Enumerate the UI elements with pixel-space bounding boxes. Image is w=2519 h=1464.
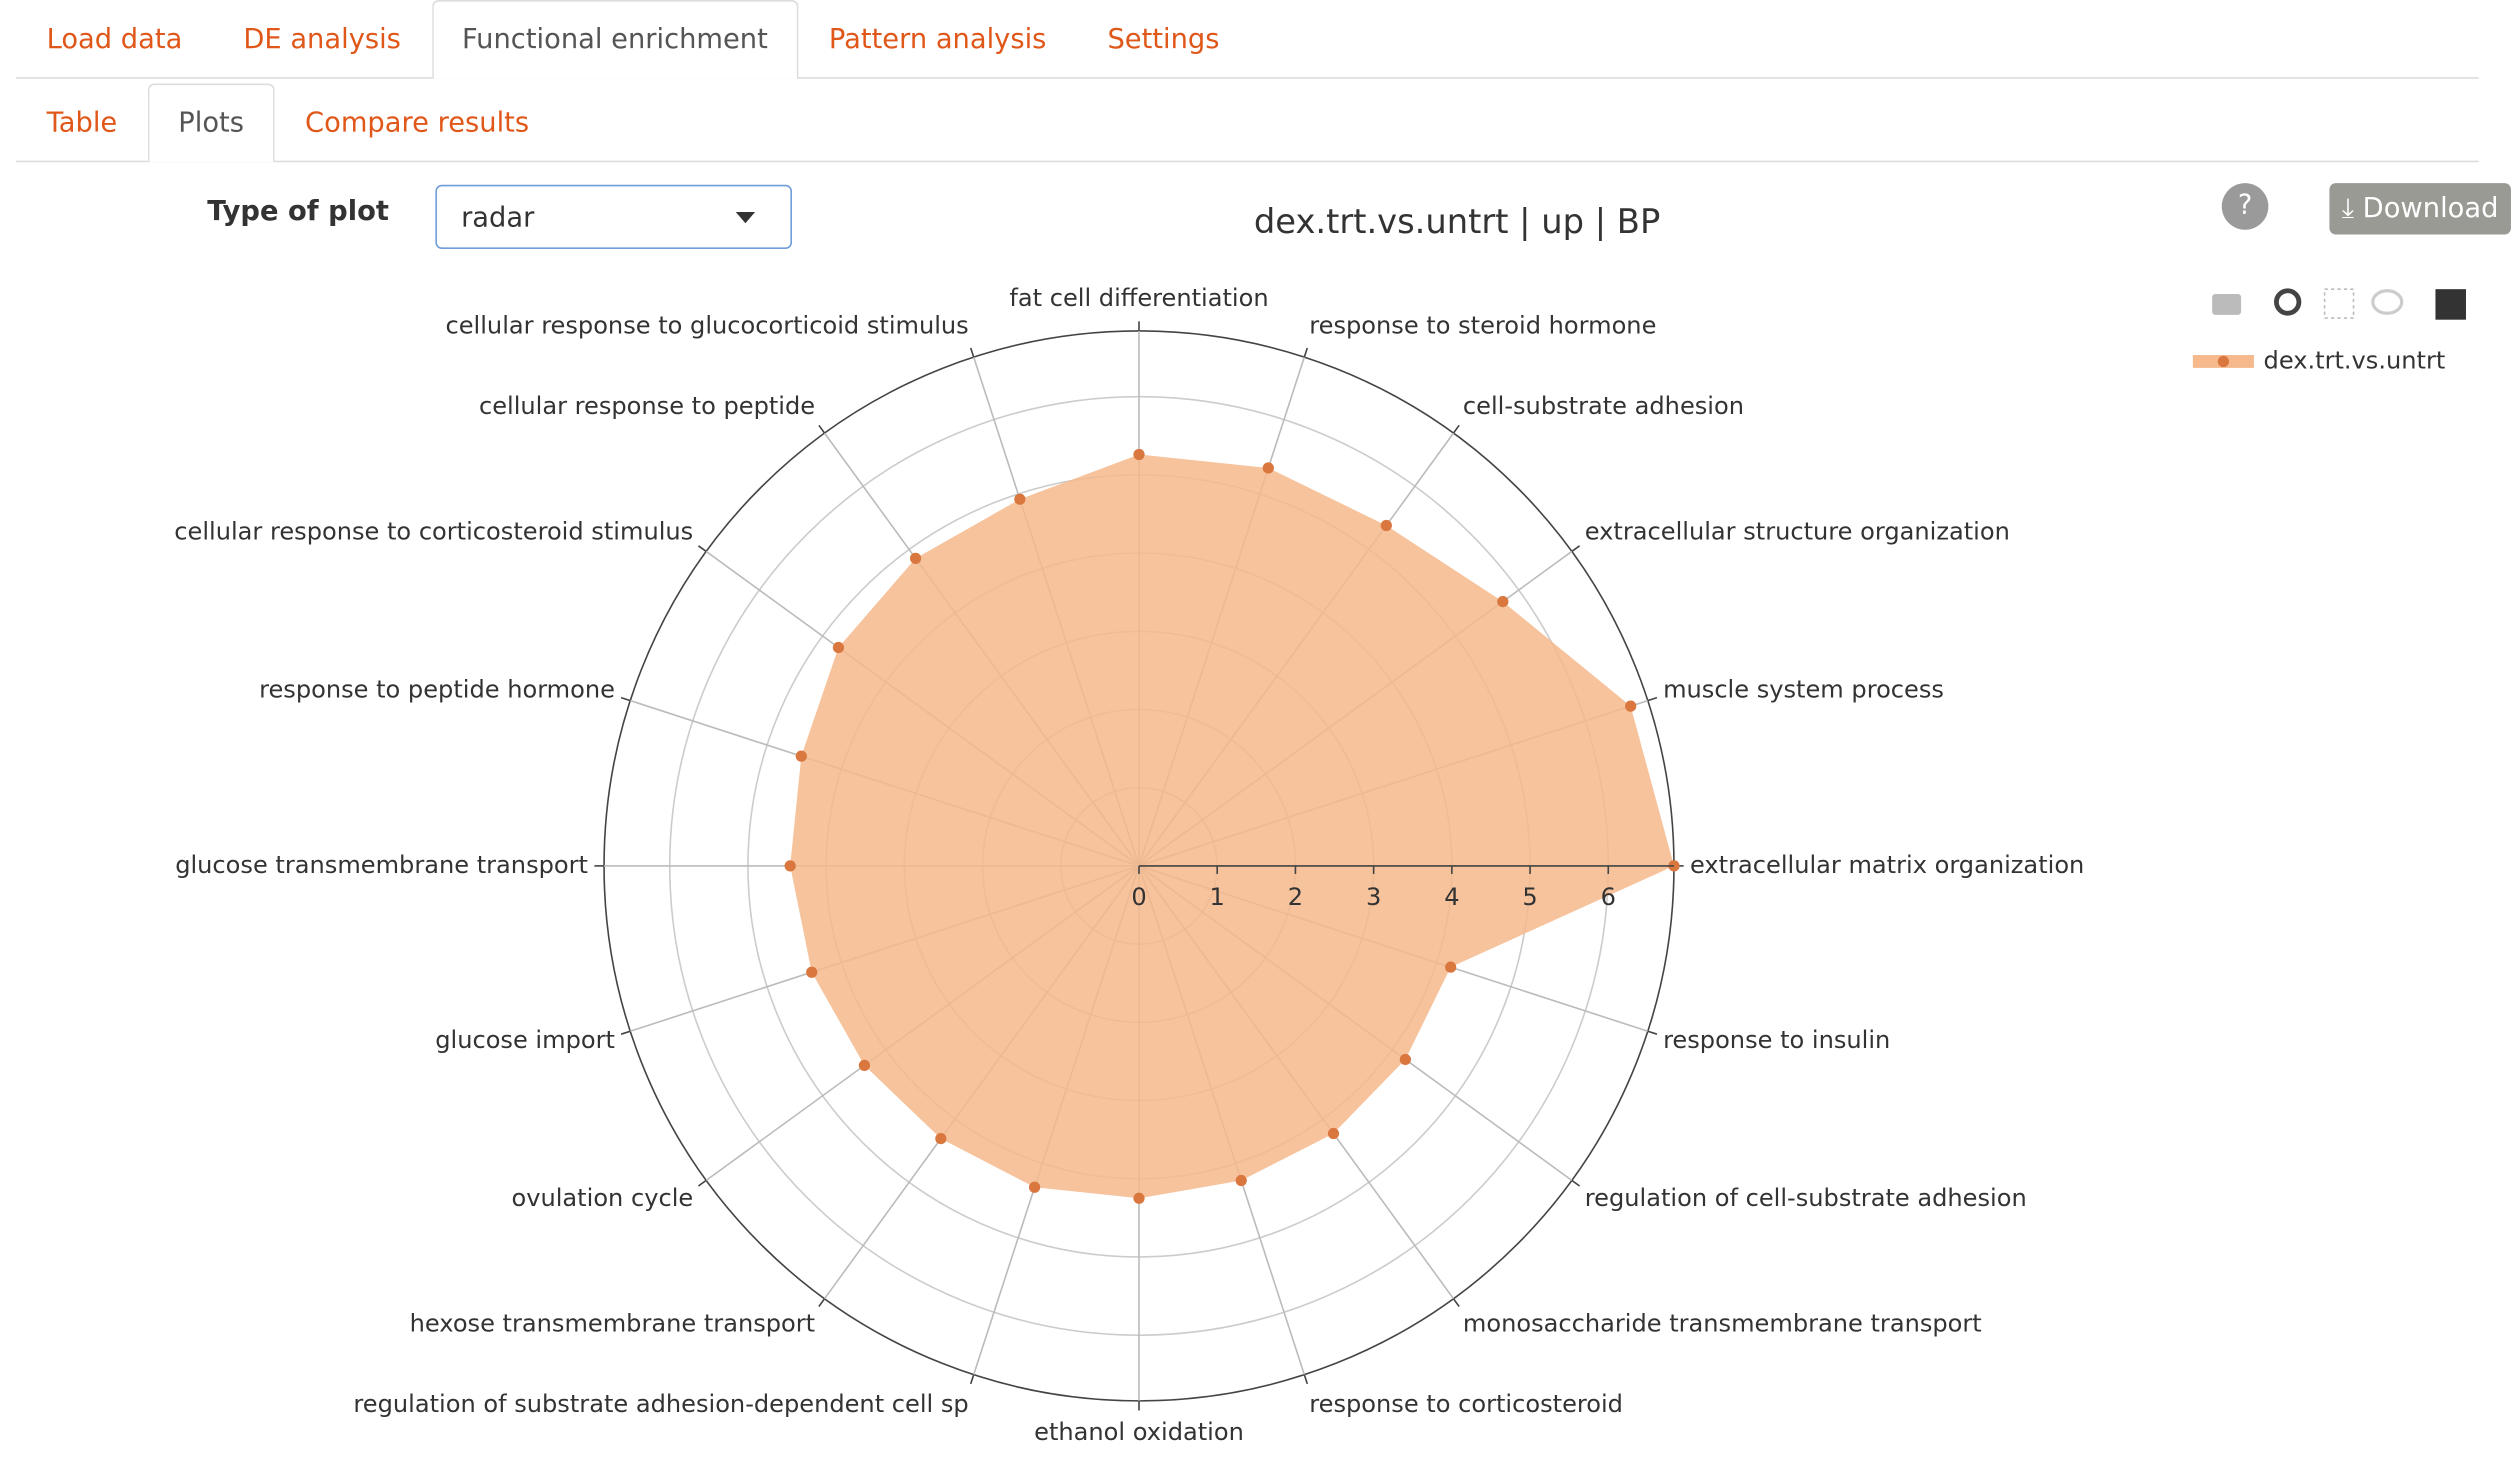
- radial-tick-label: 5: [1522, 883, 1537, 911]
- radial-tick-label: 1: [1210, 883, 1225, 911]
- spoke-tick: [818, 1298, 826, 1307]
- category-label: cellular response to peptide: [479, 392, 815, 420]
- tab[interactable]: Pattern analysis: [828, 24, 1047, 57]
- radar-point: [909, 552, 922, 565]
- spoke-tick: [818, 424, 826, 434]
- download-label: Download: [2362, 192, 2499, 225]
- spoke-tick: [1303, 347, 1309, 358]
- radar-point: [832, 641, 845, 654]
- main-tabs: Load data DE analysis Functional enrichmen…: [16, 0, 2479, 79]
- sub-tabs: Table Plots Compare results: [16, 83, 2479, 163]
- plotly-icon[interactable]: [2435, 289, 2466, 320]
- download-button[interactable]: ⤓ Download: [2329, 183, 2511, 235]
- radial-tick-label: 4: [1444, 883, 1459, 911]
- radar-point: [858, 1059, 871, 1072]
- category-label: cell-substrate adhesion: [1463, 392, 1744, 420]
- spoke-tick: [620, 696, 631, 702]
- radar-point: [1380, 519, 1392, 532]
- spoke-tick: [969, 1374, 975, 1385]
- radial-tick-label: 3: [1366, 883, 1381, 911]
- radar-point: [935, 1132, 947, 1145]
- type-label: Type of plot: [207, 195, 389, 229]
- tab[interactable]: Table: [46, 107, 118, 140]
- category-label: response to insulin: [1663, 1026, 1890, 1054]
- plot-type-select[interactable]: radar: [435, 184, 793, 250]
- category-label: response to steroid hormone: [1309, 312, 1656, 340]
- spoke-tick: [697, 1179, 707, 1187]
- category-label: ethanol oxidation: [1034, 1418, 1244, 1446]
- category-label: ovulation cycle: [512, 1184, 694, 1212]
- category-label: cellular response to glucocorticoid stim…: [446, 312, 969, 340]
- category-label: extracellular structure organization: [1585, 518, 2010, 546]
- radar-point: [784, 860, 796, 872]
- radar-point: [1235, 1174, 1247, 1187]
- spoke-tick: [1303, 1374, 1309, 1385]
- category-label: fat cell differentiation: [1009, 284, 1268, 312]
- legend-marker: [2217, 355, 2230, 368]
- spoke-tick: [697, 545, 707, 553]
- help-button[interactable]: ?: [2221, 183, 2269, 230]
- category-label: extracellular matrix organization: [1690, 851, 2084, 879]
- category-label: regulation of cell-substrate adhesion: [1585, 1184, 2027, 1212]
- category-label: cellular response to corticosteroid stim…: [174, 518, 693, 546]
- spoke-tick: [620, 1030, 631, 1035]
- tab[interactable]: DE analysis: [243, 24, 401, 57]
- tab[interactable]: Load data: [46, 24, 183, 57]
- radar-point: [795, 750, 807, 762]
- radar-point: [1133, 448, 1145, 461]
- chart-title: dex.trt.vs.untrt | up | BP: [1254, 202, 1660, 241]
- category-label: regulation of substrate adhesion-depende…: [353, 1390, 968, 1418]
- category-label: monosaccharide transmembrane transport: [1463, 1310, 1982, 1338]
- spoke-tick: [1647, 696, 1658, 702]
- radar-point: [1625, 700, 1637, 712]
- radial-tick-label: 2: [1288, 883, 1303, 911]
- category-label: hexose transmembrane transport: [410, 1310, 815, 1338]
- tab[interactable]: Settings: [1107, 24, 1220, 57]
- category-label: response to corticosteroid: [1309, 1390, 1623, 1418]
- lasso-icon[interactable]: [2371, 289, 2404, 315]
- category-label: muscle system process: [1663, 676, 1944, 704]
- radar-point: [806, 966, 818, 978]
- category-label: response to peptide hormone: [259, 676, 615, 704]
- category-label: glucose import: [435, 1026, 615, 1054]
- category-label: glucose transmembrane transport: [175, 851, 588, 879]
- legend: dex.trt.vs.untrt: [2192, 346, 2446, 374]
- radar-point: [1014, 493, 1026, 505]
- spoke-tick: [1647, 1030, 1658, 1035]
- spoke-tick: [1571, 545, 1581, 553]
- radar-point: [1497, 595, 1509, 608]
- modebar: [2212, 288, 2466, 320]
- spoke-tick: [969, 347, 975, 358]
- camera-icon[interactable]: [2212, 293, 2242, 315]
- radar-point: [1028, 1181, 1041, 1193]
- select-icon[interactable]: [2323, 288, 2355, 319]
- radar-point: [1133, 1192, 1145, 1204]
- radial-tick-label: 0: [1131, 883, 1146, 911]
- radar-point: [1445, 961, 1457, 973]
- radial-tick-label: 6: [1601, 883, 1616, 911]
- spoke-tick: [1571, 1179, 1581, 1187]
- radar-point: [1262, 462, 1274, 474]
- tab[interactable]: Compare results: [305, 107, 530, 140]
- spoke-tick: [1452, 1298, 1460, 1307]
- tab[interactable]: Functional enrichment: [431, 0, 799, 79]
- spoke-tick: [1452, 424, 1460, 434]
- radar-point: [1327, 1127, 1340, 1140]
- zoom-icon[interactable]: [2274, 288, 2302, 316]
- legend-label: dex.trt.vs.untrt: [2264, 346, 2446, 374]
- radar-point: [1399, 1053, 1412, 1066]
- tab[interactable]: Plots: [147, 83, 275, 163]
- radar-area: [790, 454, 1674, 1199]
